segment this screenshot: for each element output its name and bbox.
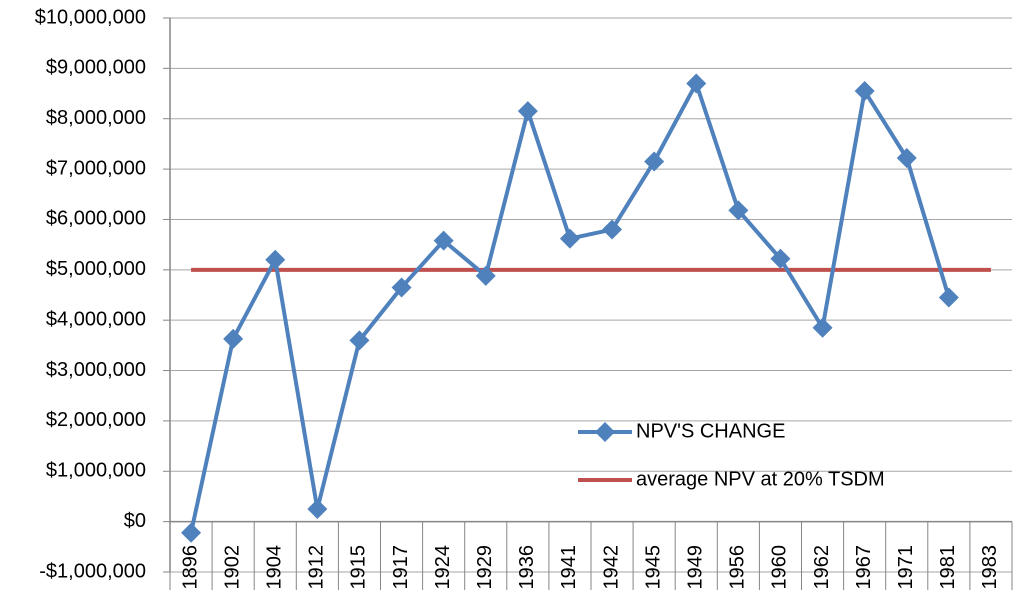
x-tick-label: 1902	[221, 545, 243, 590]
x-tick-label: 1962	[811, 545, 833, 590]
data-point	[644, 151, 665, 172]
y-tick-label: $7,000,000	[46, 157, 146, 179]
x-tick-label: 1915	[348, 545, 370, 590]
data-point	[602, 219, 623, 240]
data-point	[265, 249, 286, 270]
x-tick-label: 1924	[432, 545, 454, 590]
data-point	[770, 248, 791, 269]
data-point	[433, 230, 454, 251]
legend-label: NPV'S CHANGE	[636, 420, 785, 442]
legend-marker	[595, 422, 615, 442]
y-tick-label: $5,000,000	[46, 258, 146, 280]
x-tick-label: 1912	[306, 545, 328, 590]
y-tick-label: $2,000,000	[46, 409, 146, 431]
x-tick-label: 1896	[179, 545, 201, 590]
data-point	[812, 317, 833, 338]
data-point	[181, 522, 202, 543]
x-tick-label: 1942	[600, 545, 622, 590]
x-tick-label: 1967	[853, 545, 875, 590]
y-tick-label: -$1,000,000	[39, 560, 146, 582]
x-tick-label: 1971	[895, 545, 917, 590]
data-point	[391, 277, 412, 298]
data-point	[938, 287, 959, 308]
data-point	[854, 81, 875, 102]
y-tick-label: $10,000,000	[35, 6, 146, 28]
x-tick-label: 1956	[727, 545, 749, 590]
legend-label: average NPV at 20% TSDM	[636, 468, 885, 490]
x-tick-label: 1945	[642, 545, 664, 590]
y-tick-label: $1,000,000	[46, 460, 146, 482]
y-tick-label: $9,000,000	[46, 57, 146, 79]
data-point	[349, 330, 370, 351]
data-point	[728, 200, 749, 221]
y-tick-label: $3,000,000	[46, 359, 146, 381]
x-tick-label: 1929	[474, 545, 496, 590]
x-tick-label: 1904	[264, 545, 286, 590]
y-tick-label: $0	[124, 510, 146, 532]
data-point	[475, 265, 496, 286]
series-line	[189, 81, 951, 534]
y-tick-label: $6,000,000	[46, 208, 146, 230]
data-point	[307, 499, 328, 520]
data-point	[223, 328, 244, 349]
data-point	[686, 73, 707, 94]
x-tick-label: 1981	[937, 545, 959, 590]
x-tick-label: 1983	[979, 545, 1001, 590]
y-tick-label: $4,000,000	[46, 308, 146, 330]
x-tick-label: 1960	[769, 545, 791, 590]
x-tick-label: 1941	[558, 545, 580, 590]
data-point	[559, 228, 580, 249]
x-tick-label: 1936	[516, 545, 538, 590]
x-tick-label: 1917	[390, 545, 412, 590]
data-point	[517, 101, 538, 122]
x-tick-label: 1949	[685, 545, 707, 590]
y-tick-label: $8,000,000	[46, 107, 146, 129]
data-point	[896, 148, 917, 169]
